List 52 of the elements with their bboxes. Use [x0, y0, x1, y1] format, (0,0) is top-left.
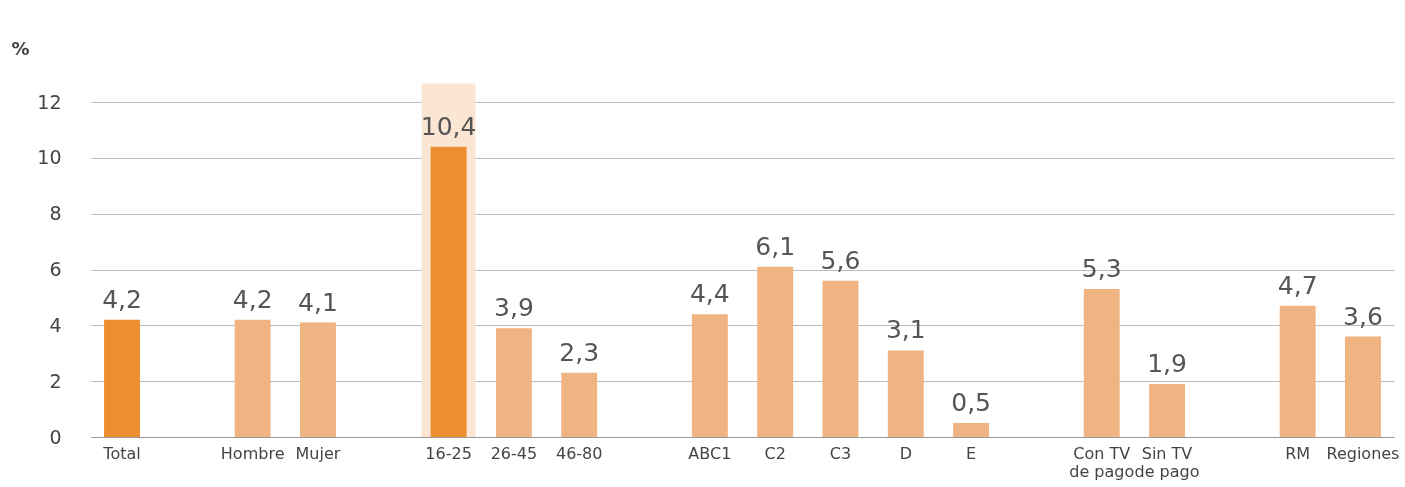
x-tick-label: ABC1: [688, 443, 732, 463]
x-tick-label: Regiones: [1326, 443, 1400, 463]
x-tick-label: Hombre: [220, 443, 285, 463]
y-tick-label: 6: [49, 258, 62, 280]
data-label: 5,3: [1081, 254, 1122, 284]
data-label: 6,1: [755, 231, 796, 261]
x-tick-label: Total: [102, 443, 141, 463]
bar: [495, 328, 532, 437]
bar: [1083, 289, 1120, 437]
data-label: 3,9: [494, 293, 534, 323]
data-label: 4,2: [232, 284, 273, 314]
y-tick-label: 8: [49, 202, 62, 225]
x-tick-label: 16-25: [425, 443, 472, 463]
bar: [1279, 305, 1316, 437]
data-label: 1,9: [1147, 348, 1187, 378]
data-label: 2,3: [559, 337, 600, 367]
y-tick-label: 2: [49, 369, 62, 392]
bar: [104, 319, 140, 437]
data-label: 10,4: [420, 111, 477, 141]
y-tick-label: 12: [37, 90, 62, 113]
x-tick-label: Mujer: [295, 443, 341, 463]
bar: [887, 350, 924, 437]
bar: [953, 423, 990, 437]
data-label: 0,5: [951, 388, 991, 418]
bar: [300, 322, 336, 437]
data-label: 4,2: [102, 284, 142, 314]
x-tick-label: E: [966, 443, 977, 463]
data-label: 5,6: [820, 245, 861, 275]
bar: [822, 280, 859, 437]
data-label: 4,7: [1277, 270, 1318, 300]
x-tick-label: C2: [764, 443, 786, 463]
x-tick-label: D: [899, 443, 912, 463]
x-tick-label: C3: [829, 443, 852, 463]
y-tick-label: 10: [37, 146, 62, 169]
x-tick-label: 46-80: [555, 443, 603, 463]
data-label: 4,4: [689, 279, 730, 309]
bar: [1149, 383, 1185, 437]
bar: [561, 372, 598, 437]
data-label: 3,6: [1343, 301, 1383, 331]
bar: [757, 266, 794, 437]
y-tick-label: 4: [49, 313, 62, 336]
bar: [234, 319, 271, 437]
bar: [691, 314, 728, 437]
x-tick-label: RM: [1285, 443, 1311, 463]
data-label: 3,1: [885, 315, 926, 345]
x-tick-label: 26-45: [490, 443, 538, 463]
x-tick-label: Sin TV de pago: [1134, 443, 1200, 481]
bar: [1345, 336, 1381, 437]
x-tick-label: Con TV de pago: [1069, 443, 1135, 481]
y-tick-label: 0: [49, 425, 62, 448]
data-label: 4,1: [298, 287, 338, 317]
y-axis-title: %: [11, 37, 30, 59]
